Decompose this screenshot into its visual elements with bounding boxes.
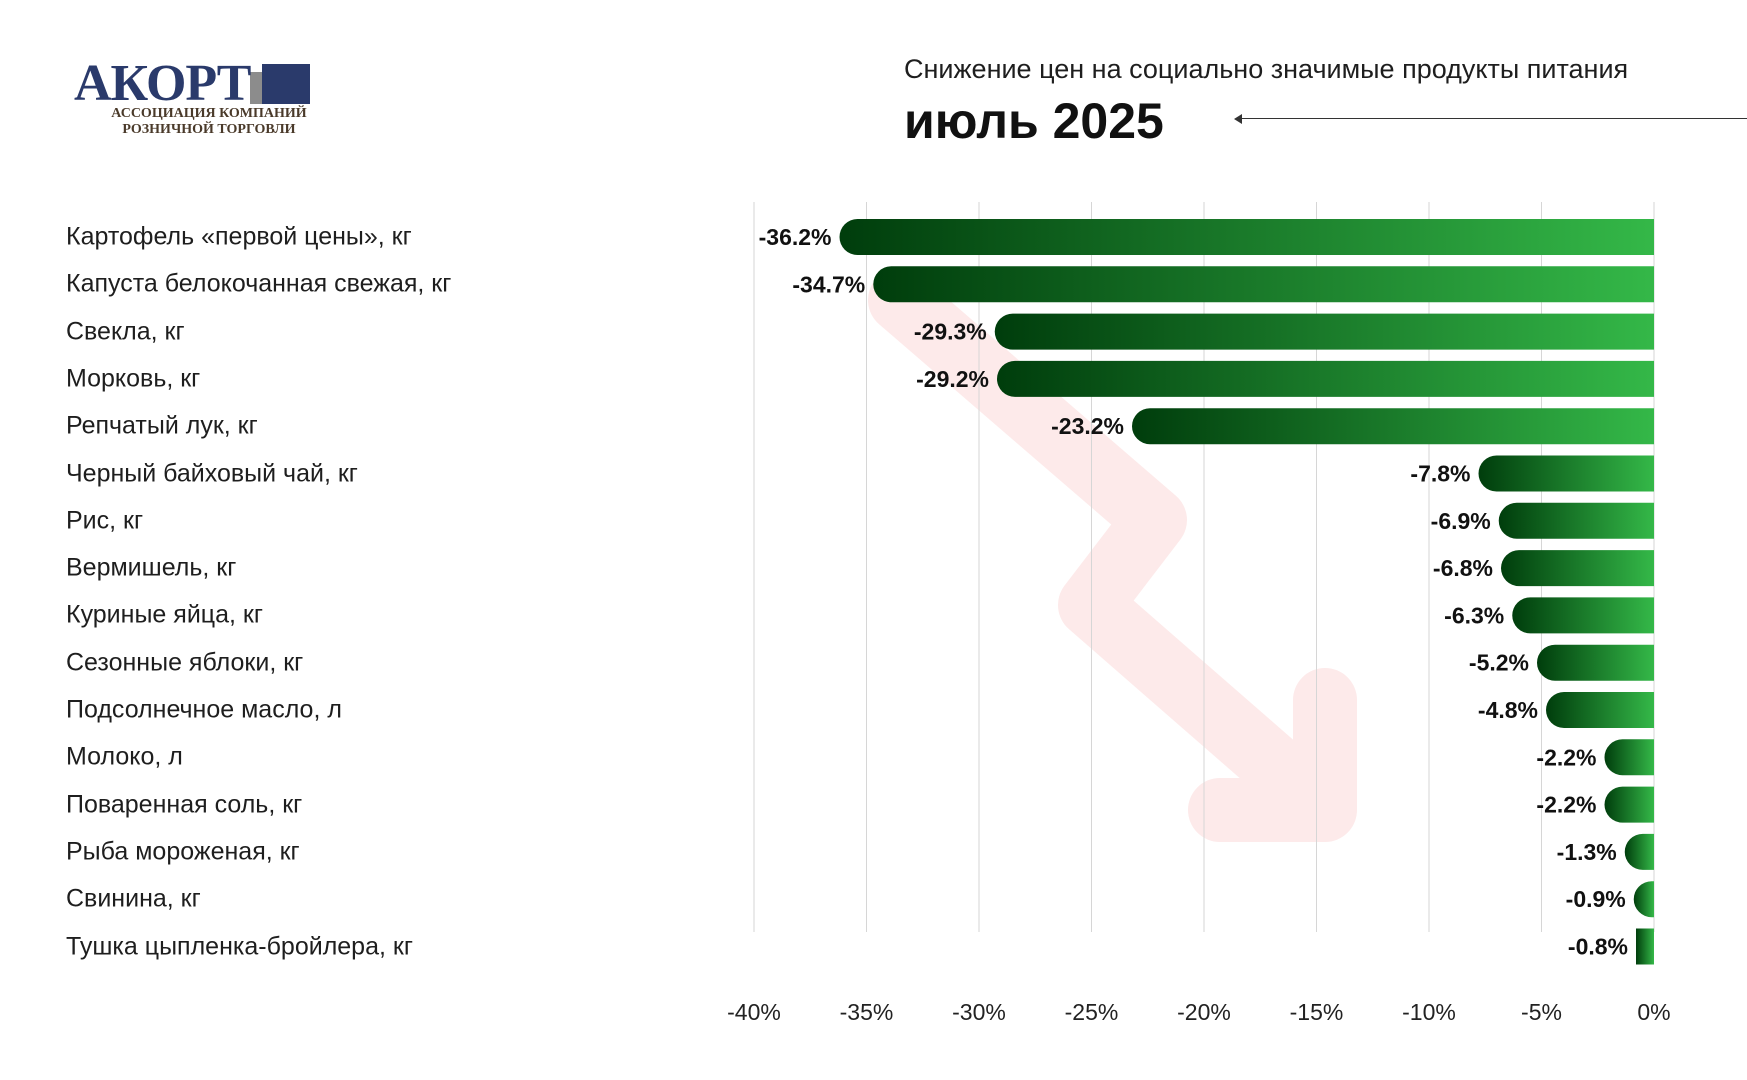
x-tick-label: -10% xyxy=(1402,999,1456,1025)
category-label: Тушка цыпленка-бройлера, кг xyxy=(66,932,413,960)
bar-value-label: -2.2% xyxy=(1536,792,1596,818)
logo-subtitle-line2: РОЗНИЧНОЙ ТОРГОВЛИ xyxy=(122,122,296,137)
bar xyxy=(1604,739,1654,776)
category-label: Картофель «первой цены», кг xyxy=(66,222,412,251)
bar xyxy=(1498,502,1654,539)
category-label: Репчатый лук, кг xyxy=(66,411,258,440)
logo-subtitle: АССОЦИАЦИЯ КОМПАНИЙ РОЗНИЧНОЙ ТОРГОВЛИ xyxy=(74,106,344,138)
bar-value-label: -4.8% xyxy=(1478,697,1538,723)
chart-subtitle: Снижение цен на социально значимые проду… xyxy=(904,54,1629,84)
bar xyxy=(994,313,1654,350)
chart-title: июль 2025 xyxy=(904,93,1164,149)
bar xyxy=(1512,597,1654,634)
bar-value-label: -0.8% xyxy=(1568,934,1628,960)
bar xyxy=(1604,786,1654,823)
category-label: Поваренная соль, кг xyxy=(66,790,303,819)
x-tick-label: -25% xyxy=(1065,999,1119,1025)
x-tick-label: -30% xyxy=(952,999,1006,1025)
bar-value-label: -34.7% xyxy=(792,271,865,297)
arrow-left-icon xyxy=(1234,114,1242,124)
bar xyxy=(1132,408,1654,445)
logo-wordmark: АКОРТ xyxy=(74,55,251,112)
bar-value-label: -23.2% xyxy=(1051,413,1124,439)
bar-value-label: -7.8% xyxy=(1410,461,1470,487)
bar-value-label: -1.3% xyxy=(1557,839,1617,865)
logo-subtitle-line1: АССОЦИАЦИЯ КОМПАНИЙ xyxy=(111,106,307,121)
logo-navy-square xyxy=(262,64,310,104)
bar-value-label: -6.8% xyxy=(1433,555,1493,581)
category-label: Морковь, кг xyxy=(66,364,201,393)
x-tick-label: -35% xyxy=(840,999,894,1025)
x-tick-label: -40% xyxy=(727,999,781,1025)
bar-value-label: -5.2% xyxy=(1469,650,1529,676)
category-label: Вермишель, кг xyxy=(66,553,237,582)
title-pointer-line xyxy=(1238,118,1747,119)
bar-value-label: -0.9% xyxy=(1566,886,1626,912)
category-label: Сезонные яблоки, кг xyxy=(66,648,304,677)
bar xyxy=(1624,833,1654,870)
category-label: Рис, кг xyxy=(66,506,144,535)
bar xyxy=(1478,455,1654,492)
bar-value-label: -2.2% xyxy=(1536,744,1596,770)
category-label: Подсолнечное масло, л xyxy=(66,695,342,724)
x-tick-label: -20% xyxy=(1177,999,1231,1025)
bar xyxy=(1636,928,1654,965)
bar xyxy=(1537,644,1654,681)
akort-logo: АКОРТ АССОЦИАЦИЯ КОМПАНИЙ РОЗНИЧНОЙ ТОРГ… xyxy=(74,58,324,148)
bar-value-label: -29.3% xyxy=(914,319,987,345)
x-tick-label: 0% xyxy=(1637,999,1670,1025)
category-label: Капуста белокочанная свежая, кг xyxy=(66,269,452,298)
bar-value-label: -6.9% xyxy=(1431,508,1491,534)
bar-value-label: -36.2% xyxy=(759,224,832,250)
category-label: Черный байховый чай, кг xyxy=(66,459,358,487)
bar xyxy=(839,219,1654,255)
category-label: Рыба мороженая, кг xyxy=(66,837,300,866)
bar xyxy=(1546,692,1654,728)
category-label: Куриные яйца, кг xyxy=(66,600,263,629)
decorative-downtrend-arrow xyxy=(868,268,1357,842)
bar xyxy=(1633,881,1654,918)
x-tick-label: -15% xyxy=(1290,999,1344,1025)
bar-value-label: -6.3% xyxy=(1444,602,1504,628)
category-label: Молоко, л xyxy=(66,742,183,771)
bar xyxy=(1501,550,1654,587)
bar xyxy=(997,360,1654,397)
category-label: Свинина, кг xyxy=(66,884,201,913)
bar xyxy=(873,266,1654,303)
bar-value-label: -29.2% xyxy=(916,366,989,392)
category-label: Свекла, кг xyxy=(66,317,185,346)
x-tick-label: -5% xyxy=(1521,999,1562,1025)
